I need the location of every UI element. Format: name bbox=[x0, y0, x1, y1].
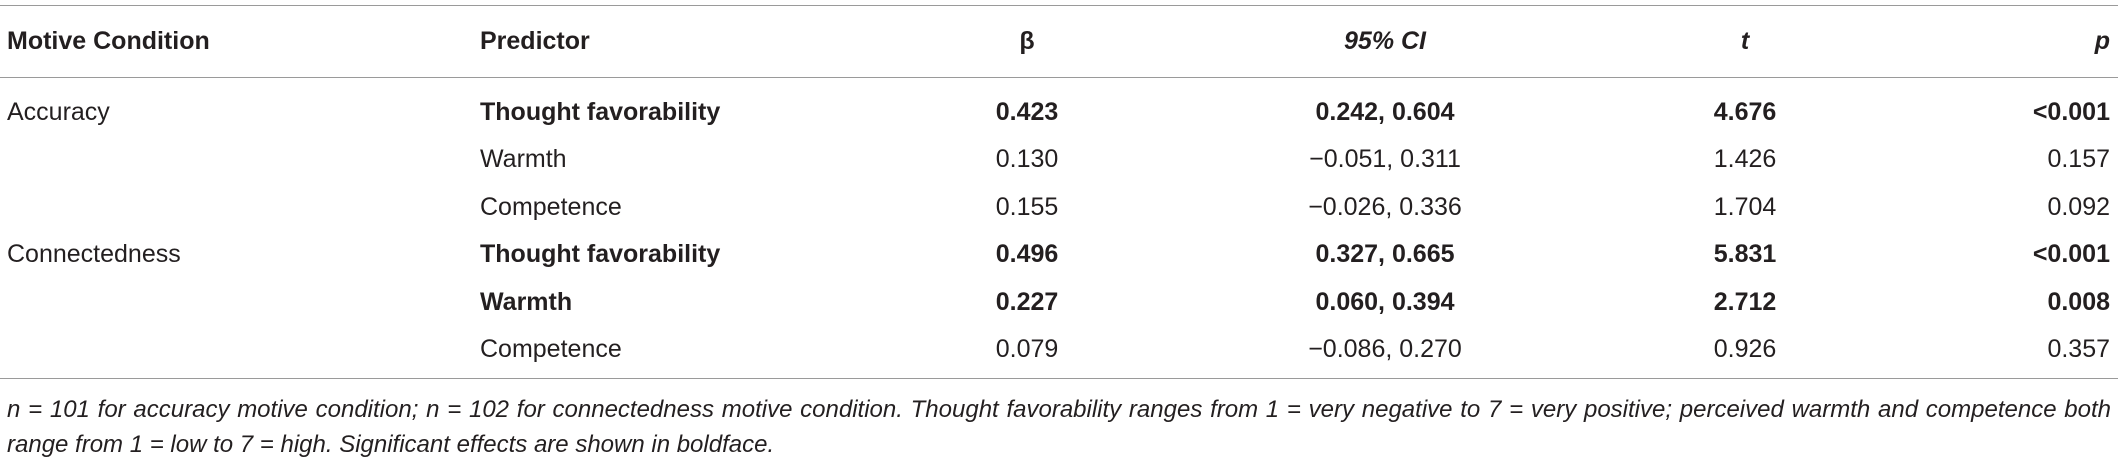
p-value: 0.092 bbox=[2047, 192, 2110, 221]
header-rule bbox=[0, 77, 2118, 78]
t-value: 1.426 bbox=[1713, 145, 1777, 174]
motive-condition: Accuracy bbox=[7, 98, 110, 126]
ci: −0.026, 0.336 bbox=[1308, 192, 1462, 221]
beta: 0.130 bbox=[995, 145, 1059, 174]
p-value: 0.357 bbox=[2047, 335, 2110, 363]
p-value: 0.157 bbox=[2047, 145, 2110, 174]
ci: 0.060, 0.394 bbox=[1315, 287, 1455, 316]
predictor: Thought favorability bbox=[480, 240, 721, 269]
p-value: <0.001 bbox=[2032, 240, 2110, 269]
predictor: Warmth bbox=[480, 145, 567, 174]
t-value: 4.676 bbox=[1713, 98, 1777, 126]
t-value: 0.926 bbox=[1713, 335, 1777, 363]
predictor: Warmth bbox=[480, 287, 573, 316]
ci: 0.242, 0.604 bbox=[1315, 98, 1455, 126]
predictor: Competence bbox=[480, 192, 622, 221]
bottom-rule bbox=[0, 378, 2118, 379]
t-value: 2.712 bbox=[1713, 287, 1777, 316]
beta: 0.079 bbox=[995, 335, 1059, 363]
predictor: Thought favorability bbox=[480, 98, 721, 126]
header-predictor: Predictor bbox=[480, 27, 590, 55]
motive-condition: Connectedness bbox=[7, 240, 181, 269]
table-note: n = 101 for accuracy motive condition; n… bbox=[7, 396, 2111, 458]
t-value: 5.831 bbox=[1713, 240, 1777, 269]
header-beta: β bbox=[1019, 27, 1035, 55]
beta: 0.496 bbox=[995, 240, 1059, 269]
header-t-value: t bbox=[1740, 27, 1750, 55]
header-ci: 95% CI bbox=[1344, 27, 1426, 55]
beta: 0.227 bbox=[995, 287, 1059, 316]
header-motive-condition: Motive Condition bbox=[7, 27, 210, 55]
t-value: 1.704 bbox=[1713, 192, 1777, 221]
beta: 0.423 bbox=[995, 98, 1059, 126]
header-p-value: p bbox=[2094, 27, 2110, 55]
ci: 0.327, 0.665 bbox=[1315, 240, 1455, 269]
predictor: Competence bbox=[480, 335, 622, 363]
p-value: <0.001 bbox=[2032, 98, 2110, 126]
beta: 0.155 bbox=[995, 192, 1059, 221]
top-rule bbox=[0, 5, 2118, 6]
ci: −0.086, 0.270 bbox=[1308, 335, 1462, 363]
p-value: 0.008 bbox=[2047, 287, 2110, 316]
ci: −0.051, 0.311 bbox=[1309, 145, 1461, 174]
